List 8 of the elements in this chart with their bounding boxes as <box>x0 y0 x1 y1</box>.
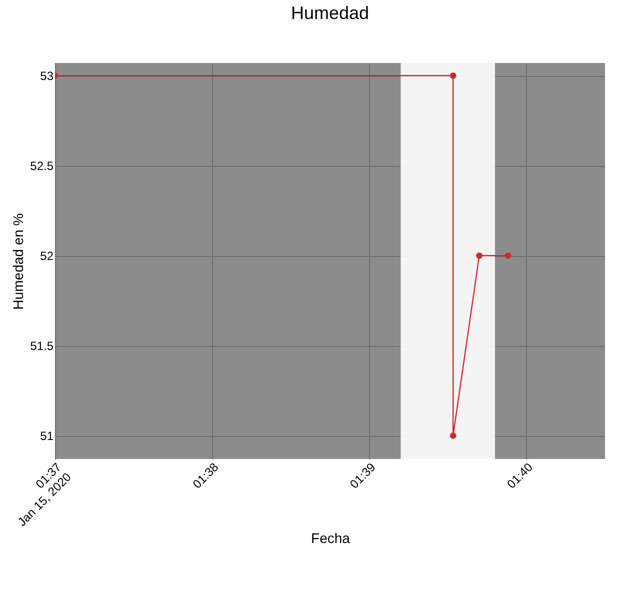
y-tick-label: 53 <box>40 69 54 84</box>
chart-title: Humedad <box>290 3 370 23</box>
x-axis-title: Fecha <box>311 530 350 546</box>
y-tick-label: 51.5 <box>30 339 54 354</box>
y-tick-label: 51 <box>40 429 54 444</box>
y-axis-title: Humedad en % <box>10 213 26 310</box>
y-tick-label: 52 <box>40 249 54 264</box>
y-tick-label: 52.5 <box>30 159 54 174</box>
